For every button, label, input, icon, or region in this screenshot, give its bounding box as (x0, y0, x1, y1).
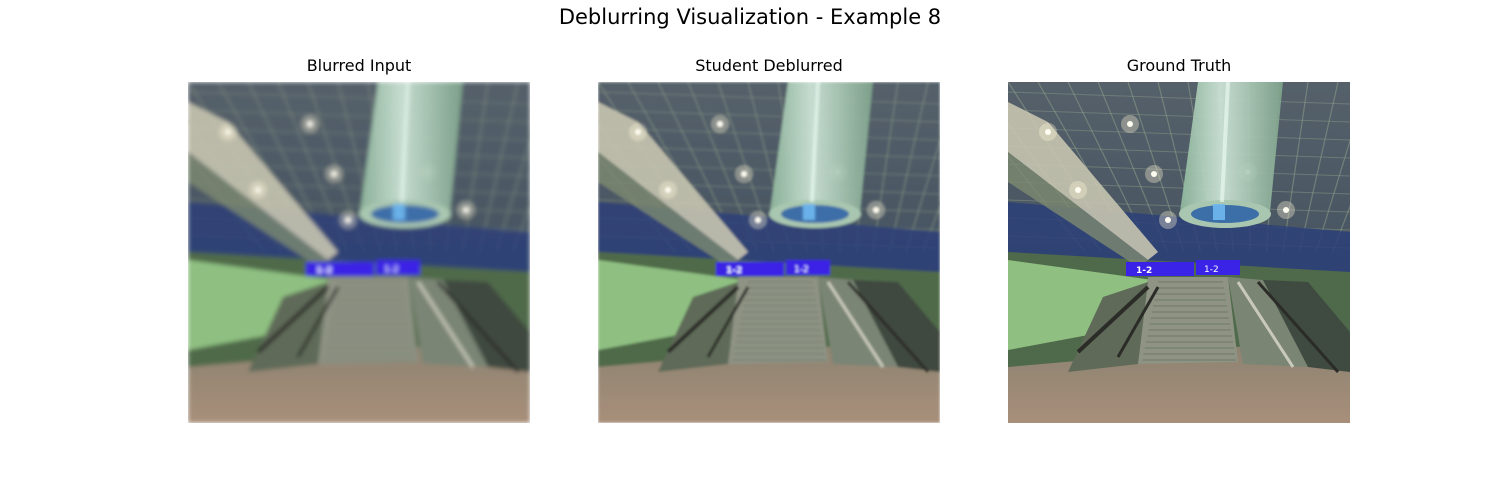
ground-truth-image: 1-2 1-2 (1008, 82, 1350, 423)
blurred-input-image: 1-2 1-2 (188, 82, 530, 423)
svg-text:1-2: 1-2 (316, 266, 332, 276)
svg-text:1-2: 1-2 (726, 266, 742, 276)
svg-text:1-2: 1-2 (384, 265, 399, 275)
student-deblurred-image: 1-2 1-2 (598, 82, 940, 423)
figure-title: Deblurring Visualization - Example 8 (558, 5, 942, 29)
svg-text:1-2: 1-2 (1136, 266, 1152, 276)
panel-title: Student Deblurred (695, 56, 843, 75)
svg-text:1-2: 1-2 (1204, 265, 1219, 275)
panel-title: Blurred Input (306, 56, 412, 75)
panel-blurred-input: Blurred Input (188, 56, 530, 423)
panel-student-deblurred: Student Deblurred (598, 56, 940, 423)
station-scene: 1-2 1-2 (598, 82, 940, 423)
panel-ground-truth: Ground Truth (1008, 56, 1350, 423)
station-scene: 1-2 1-2 (188, 82, 530, 423)
panel-title: Ground Truth (1126, 56, 1232, 75)
station-scene: 1-2 1-2 (1008, 82, 1350, 423)
svg-text:1-2: 1-2 (794, 265, 809, 275)
